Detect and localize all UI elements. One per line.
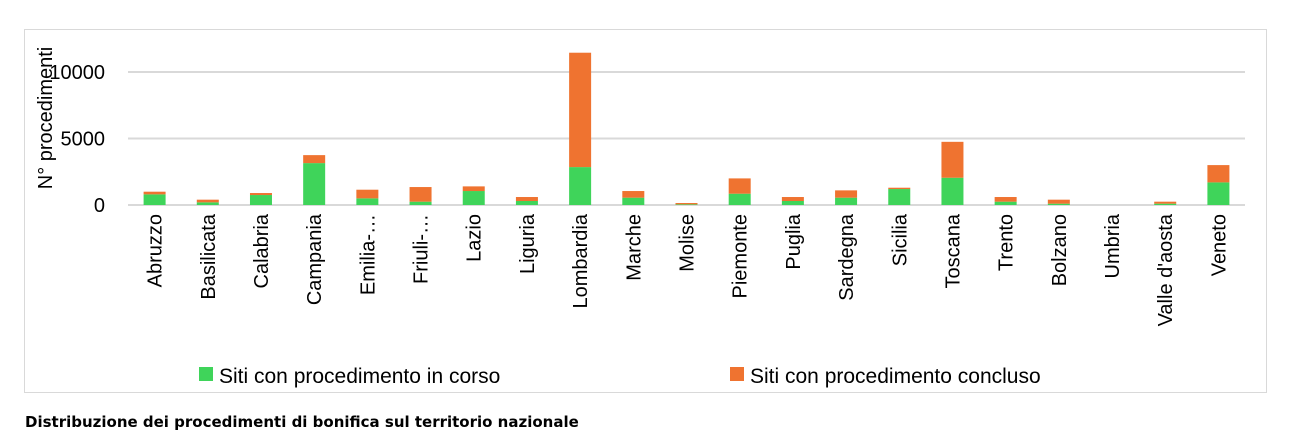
category-label: Trento [996, 214, 1018, 271]
bar-concluso [1047, 199, 1070, 204]
stacked-bar-chart: 0 5000 10000 Abruzzo Basilicata Calabria Camp… [35, 47, 1245, 388]
bar-concluso [1154, 201, 1177, 204]
grid-lines [128, 71, 1245, 206]
bar-in-corso [569, 167, 592, 205]
figure-caption: Distribuzione dei procedimenti di bonifi… [25, 413, 579, 431]
bar-concluso [835, 190, 858, 198]
bar-in-corso [515, 201, 538, 205]
bar-concluso [994, 197, 1017, 202]
category-label: Abruzzo [145, 214, 167, 287]
bar-in-corso [994, 201, 1017, 205]
bar-in-corso [888, 189, 911, 205]
bar-concluso [143, 191, 166, 195]
category-label: Sicilia [889, 213, 911, 266]
bar-in-corso [143, 194, 166, 205]
legend-label-in-corso: Siti con procedimento in corso [219, 365, 500, 388]
bar-concluso [356, 189, 379, 199]
y-tick-label: 10000 [49, 62, 105, 84]
legend-label-concluso: Siti con procedimento concluso [750, 365, 1041, 388]
category-label: Toscana [942, 213, 964, 288]
bar-concluso [781, 197, 804, 202]
bar-in-corso [303, 163, 326, 205]
bar-in-corso [462, 191, 485, 205]
category-label: Emilia-… [357, 214, 379, 295]
category-label: Molise [677, 214, 699, 272]
category-label: Puglia [783, 213, 805, 269]
bar-concluso [409, 187, 432, 202]
category-label: Piemonte [730, 214, 752, 299]
bar-in-corso [835, 197, 858, 205]
bar-concluso [675, 203, 698, 205]
bar-concluso [462, 186, 485, 192]
legend-swatch-concluso [730, 367, 744, 381]
bar-in-corso [409, 201, 432, 205]
bar-concluso [515, 197, 538, 202]
category-label: Umbria [1102, 213, 1124, 278]
bar-in-corso [249, 195, 272, 205]
bar-in-corso [675, 204, 698, 205]
bar-concluso [888, 187, 911, 190]
bar-in-corso [728, 193, 751, 205]
category-labels: Abruzzo Basilicata Calabria Campania Emilia-… [145, 213, 1231, 326]
category-label: Lazio [464, 214, 486, 262]
bar-concluso [1207, 165, 1230, 183]
y-tick-labels: 0 5000 10000 [49, 62, 105, 217]
category-label: Valle d'aosta [1155, 213, 1177, 326]
bar-in-corso [781, 201, 804, 205]
y-tick-label: 0 [94, 195, 105, 217]
category-label: Marche [623, 214, 645, 281]
bar-concluso [303, 155, 326, 164]
category-label: Campania [304, 213, 326, 305]
y-axis-title: N° procedimenti [35, 47, 57, 190]
bar-concluso [941, 141, 964, 178]
chart-frame [24, 29, 1267, 393]
bar-in-corso [196, 202, 219, 205]
bars [143, 52, 1230, 205]
bar-in-corso [1207, 182, 1230, 205]
bar-in-corso [941, 177, 964, 205]
category-label: Friuli-… [411, 214, 433, 284]
bar-concluso [728, 178, 751, 194]
bar-concluso [569, 52, 592, 168]
category-label: Basilicata [198, 213, 220, 299]
bar-in-corso [622, 197, 645, 205]
category-label: Veneto [1208, 214, 1230, 276]
category-label: Calabria [251, 213, 273, 288]
y-tick-label: 5000 [61, 129, 106, 151]
category-label: Sardegna [836, 213, 858, 301]
category-label: Bolzano [1049, 214, 1071, 286]
bar-concluso [622, 191, 645, 198]
bar-in-corso [356, 198, 379, 205]
bar-concluso [196, 199, 219, 203]
legend-swatch-in-corso [199, 367, 213, 381]
bar-in-corso [1047, 203, 1070, 205]
bar-in-corso [1154, 203, 1177, 205]
category-label: Lombardia [570, 213, 592, 308]
bar-concluso [249, 193, 272, 196]
category-label: Liguria [517, 213, 539, 274]
legend: Siti con procedimento in corso Siti con … [199, 365, 1041, 388]
